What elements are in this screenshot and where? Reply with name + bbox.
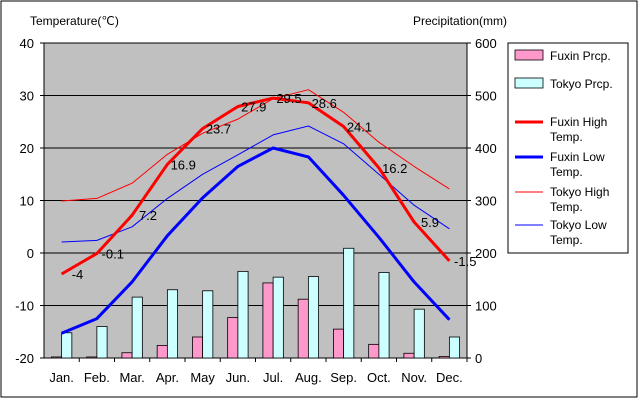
bar-fuxin-prcp <box>86 356 98 359</box>
series-line-tokyo-high-temp <box>61 89 450 202</box>
bar-fuxin-prcp <box>262 282 274 359</box>
bar-tokyo-prcp <box>343 247 355 359</box>
bar-tokyo-prcp <box>131 296 143 359</box>
x-tick-label: Jul. <box>263 370 283 385</box>
bar-fuxin-prcp <box>121 352 133 359</box>
bar-fuxin-prcp <box>333 328 345 359</box>
bar-tokyo-prcp <box>237 270 249 359</box>
x-tick-label: Aug. <box>295 370 322 385</box>
series-line-fuxin-low-temp <box>61 146 451 335</box>
x-tick-label: Mar. <box>119 370 144 385</box>
bar-fuxin-prcp <box>368 343 380 359</box>
left-tick-label: 20 <box>20 141 34 156</box>
bar-fuxin-prcp <box>403 352 415 359</box>
x-tick-label: Dec. <box>436 370 463 385</box>
data-label: 28.6 <box>312 96 337 111</box>
left-tick-label: -10 <box>15 299 34 314</box>
data-label: 29.5 <box>276 91 301 106</box>
legend-swatch <box>514 77 544 89</box>
data-labels: -4 -0.1 7.2 16.9 23.7 27.9 29.5 28.6 24.1 16.2 5.9… <box>72 91 477 282</box>
bar-tokyo-prcp <box>307 276 319 359</box>
bar-tokyo-prcp <box>272 276 284 359</box>
bar-fuxin-prcp <box>297 298 309 359</box>
x-tick-label: Feb. <box>84 370 110 385</box>
data-label: -0.1 <box>102 247 124 262</box>
x-tick-label: Sep. <box>330 370 357 385</box>
bar-tokyo-prcp <box>166 289 178 359</box>
right-tick-label: 0 <box>475 351 482 366</box>
bar-fuxin-prcp <box>156 344 168 359</box>
data-label: 7.2 <box>139 208 157 223</box>
bar-fuxin-prcp <box>192 336 204 359</box>
data-label: 5.9 <box>421 215 439 230</box>
data-label: 16.2 <box>382 161 407 176</box>
legend-swatch <box>514 49 544 61</box>
left-tick-label: -20 <box>15 351 34 366</box>
left-axis-title: Temperature(℃) <box>30 14 119 28</box>
legend-label: Fuxin Low Temp. <box>550 150 605 179</box>
bar-tokyo-prcp <box>378 272 390 359</box>
legend-label: Tokyo Prcp. <box>550 77 613 91</box>
bar-tokyo-prcp <box>202 290 214 359</box>
left-tick-label: 40 <box>20 36 34 51</box>
left-tick-label: 10 <box>20 194 34 209</box>
legend-label: Tokyo High Temp. <box>550 185 609 214</box>
precipitation-bars <box>51 247 460 359</box>
bar-fuxin-prcp <box>438 356 450 359</box>
legend-label: Fuxin High Temp. <box>550 115 607 144</box>
grid-lines <box>44 95 467 306</box>
data-label: -4 <box>72 267 84 282</box>
legend-label: Tokyo Low Temp. <box>550 218 607 247</box>
legend-label: Fuxin Prcp. <box>550 49 611 63</box>
right-tick-label: 600 <box>475 36 497 51</box>
bar-tokyo-prcp <box>96 326 108 359</box>
bar-fuxin-prcp <box>51 356 63 359</box>
right-axis-title: Precipitation(mm) <box>413 14 507 28</box>
right-tick-label: 400 <box>475 141 497 156</box>
x-tick-label: Oct. <box>367 370 391 385</box>
x-tick-label: Jun. <box>226 370 251 385</box>
legend: Fuxin Prcp. Tokyo Prcp. Fuxin High Temp. Fux… <box>507 42 629 254</box>
right-tick-label: 300 <box>475 194 497 209</box>
bar-tokyo-prcp <box>61 332 73 359</box>
left-tick-label: 0 <box>27 246 34 261</box>
data-label: -1.5 <box>454 254 476 269</box>
right-tick-label: 500 <box>475 89 497 104</box>
right-tick-label: 200 <box>475 246 497 261</box>
x-tick-label: May <box>190 370 215 385</box>
temperature-lines <box>60 89 451 335</box>
x-tick-label: Nov. <box>401 370 427 385</box>
right-tick-label: 100 <box>475 299 497 314</box>
data-label: 16.9 <box>171 157 196 172</box>
x-tick-label: Jan. <box>49 370 74 385</box>
bar-tokyo-prcp <box>413 308 425 359</box>
series-line-fuxin-high-temp <box>60 96 451 276</box>
data-label: 24.1 <box>347 119 372 134</box>
x-tick-label: Apr. <box>156 370 179 385</box>
bar-fuxin-prcp <box>227 317 239 359</box>
data-label: 23.7 <box>206 122 231 137</box>
bar-tokyo-prcp <box>448 336 460 359</box>
left-tick-label: 30 <box>20 89 34 104</box>
data-label: 27.9 <box>241 100 266 115</box>
